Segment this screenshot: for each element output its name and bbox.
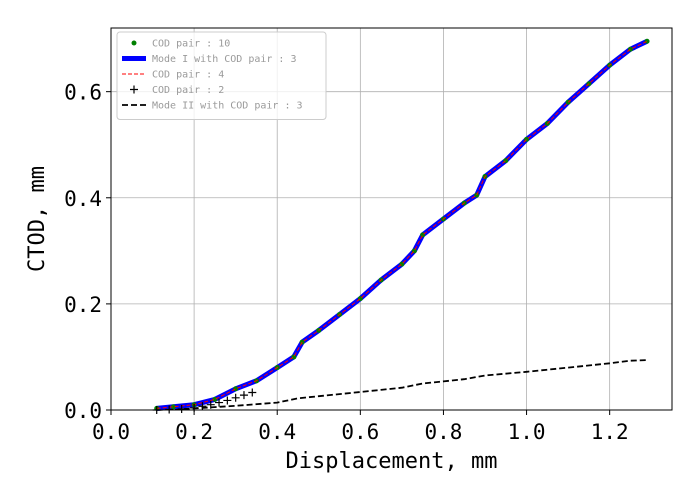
series-cod-10-point [291, 354, 297, 360]
x-tick-label: 1.2 [591, 420, 629, 444]
y-tick-label: 0.0 [64, 399, 102, 423]
x-tick-label: 0.2 [175, 420, 213, 444]
series-cod-2-point [231, 393, 240, 402]
legend-label: COD pair : 2 [152, 85, 224, 96]
x-tick-label: 0.0 [92, 420, 130, 444]
legend-label: Mode I with COD pair : 3 [152, 54, 297, 65]
series-cod-2-point [198, 402, 207, 411]
legend-box [116, 31, 327, 120]
x-tick-label: 1.0 [508, 420, 546, 444]
series-cod-2-point [206, 400, 215, 409]
x-tick-label: 0.4 [258, 420, 296, 444]
series-cod-10-point [233, 386, 239, 392]
series-cod-2-point [248, 388, 257, 397]
x-axis-label: Displacement, mm [286, 449, 498, 474]
series-mode-ii-line [156, 359, 648, 411]
series-cod-2-point [215, 398, 224, 407]
series-cod-10-point [170, 404, 176, 410]
axis-ticks: 0.0 0.2 0.4 0.6 0.8 1.0 1.2 0.0 0.2 0.4 0.6 [64, 81, 629, 444]
plot-frame [110, 27, 673, 411]
legend-label: COD pair : 10 [152, 39, 230, 50]
legend-label: COD pair : 4 [152, 70, 224, 81]
series-cod-10-point [644, 38, 650, 44]
legend-swatch [131, 40, 137, 46]
y-axis-label: CTOD, mm [25, 166, 50, 272]
y-tick-label: 0.2 [64, 293, 102, 317]
y-tick-label: 0.6 [64, 81, 102, 105]
series-cod-10-point [474, 192, 480, 198]
legend: COD pair : 10 Mode I with COD pair : 3 COD… [116, 31, 327, 120]
plot-series [152, 38, 650, 414]
y-tick-label: 0.4 [64, 187, 102, 211]
x-tick-label: 0.6 [341, 420, 379, 444]
series-cod-10-point [212, 396, 218, 402]
x-tick-label: 0.8 [424, 420, 462, 444]
series-cod-2-point [239, 391, 248, 400]
series-cod-2-point [177, 404, 186, 413]
legend-swatch [130, 85, 138, 94]
series-cod-2-point [223, 396, 232, 405]
series-cod-4-line [156, 40, 648, 409]
series-cod-2-point [165, 405, 174, 414]
legend-label: Mode II with COD pair : 3 [152, 101, 303, 112]
